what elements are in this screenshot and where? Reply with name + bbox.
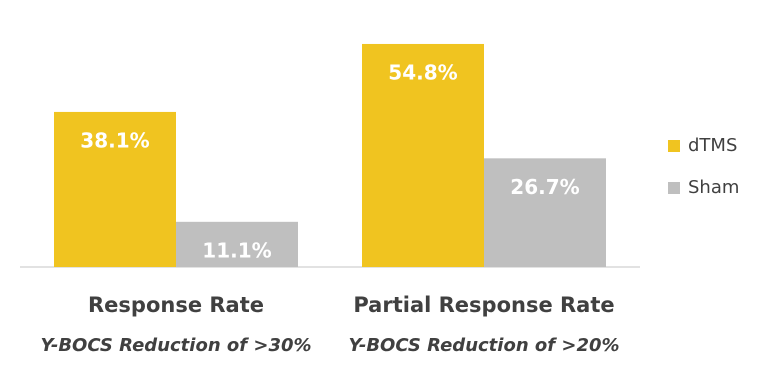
category-note: Y-BOCS Reduction of >30% xyxy=(40,335,311,356)
legend-swatch xyxy=(668,140,680,152)
value-label: 54.8% xyxy=(388,60,457,84)
value-label: 11.1% xyxy=(202,238,271,262)
bar xyxy=(484,158,606,267)
legend-label: Sham xyxy=(688,177,739,198)
bar xyxy=(362,43,484,267)
bar xyxy=(54,111,176,267)
legend-swatch xyxy=(668,182,680,194)
bar xyxy=(176,221,298,267)
category-label: Response Rate xyxy=(88,293,264,317)
value-label: 26.7% xyxy=(510,175,579,199)
legend-label: dTMS xyxy=(688,135,737,156)
value-label: 38.1% xyxy=(80,128,149,152)
category-note: Y-BOCS Reduction of >20% xyxy=(348,335,619,356)
category-label: Partial Response Rate xyxy=(353,293,614,317)
